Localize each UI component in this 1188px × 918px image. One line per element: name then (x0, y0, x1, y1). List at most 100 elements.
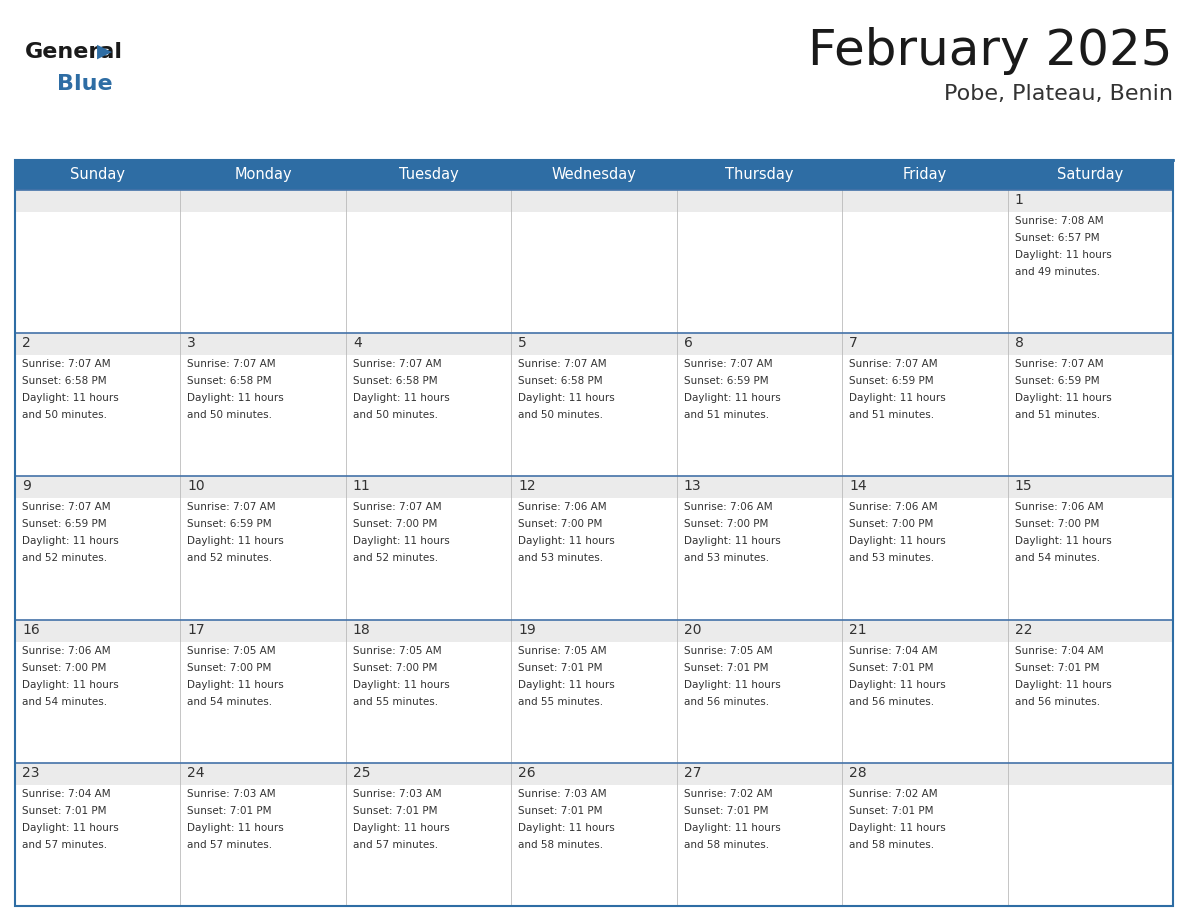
Text: and 53 minutes.: and 53 minutes. (684, 554, 769, 564)
Text: Sunrise: 7:04 AM: Sunrise: 7:04 AM (849, 645, 937, 655)
Text: Friday: Friday (903, 167, 947, 183)
Bar (346, 476, 511, 498)
Text: Sunset: 7:01 PM: Sunset: 7:01 PM (684, 663, 769, 673)
Bar (842, 763, 1007, 785)
Text: and 55 minutes.: and 55 minutes. (353, 697, 438, 707)
Text: and 50 minutes.: and 50 minutes. (23, 410, 107, 420)
Bar (181, 333, 346, 355)
Text: and 54 minutes.: and 54 minutes. (23, 697, 107, 707)
Bar (15, 160, 1173, 190)
Text: Sunset: 7:01 PM: Sunset: 7:01 PM (188, 806, 272, 816)
Text: Sunset: 7:01 PM: Sunset: 7:01 PM (684, 806, 769, 816)
Bar (346, 333, 511, 476)
Bar (15, 476, 181, 498)
Text: Sunrise: 7:05 AM: Sunrise: 7:05 AM (518, 645, 607, 655)
Bar (842, 190, 1007, 333)
Text: 9: 9 (23, 479, 31, 493)
Text: and 58 minutes.: and 58 minutes. (849, 840, 934, 850)
Bar (15, 333, 181, 355)
Text: Sunset: 7:00 PM: Sunset: 7:00 PM (353, 520, 437, 530)
Text: Daylight: 11 hours: Daylight: 11 hours (353, 679, 449, 689)
Bar (842, 476, 1007, 498)
Bar (842, 763, 1007, 906)
Text: and 52 minutes.: and 52 minutes. (188, 554, 272, 564)
Text: 3: 3 (188, 336, 196, 350)
Bar (181, 190, 346, 212)
Bar (511, 190, 677, 212)
Text: Daylight: 11 hours: Daylight: 11 hours (849, 393, 946, 403)
Text: Sunrise: 7:07 AM: Sunrise: 7:07 AM (23, 502, 110, 512)
Text: 13: 13 (684, 479, 701, 493)
Text: Sunset: 7:00 PM: Sunset: 7:00 PM (849, 520, 934, 530)
Text: Sunrise: 7:04 AM: Sunrise: 7:04 AM (23, 789, 110, 799)
Text: Daylight: 11 hours: Daylight: 11 hours (518, 536, 615, 546)
Bar (511, 476, 677, 620)
Text: 28: 28 (849, 766, 867, 779)
Bar (842, 190, 1007, 212)
Bar (1007, 620, 1173, 763)
Text: Sunset: 7:00 PM: Sunset: 7:00 PM (1015, 520, 1099, 530)
Text: Sunrise: 7:06 AM: Sunrise: 7:06 AM (849, 502, 937, 512)
Text: and 52 minutes.: and 52 minutes. (353, 554, 438, 564)
Bar (15, 190, 181, 333)
Text: and 57 minutes.: and 57 minutes. (23, 840, 107, 850)
Text: and 50 minutes.: and 50 minutes. (518, 410, 604, 420)
Text: Daylight: 11 hours: Daylight: 11 hours (353, 393, 449, 403)
Text: Sunrise: 7:03 AM: Sunrise: 7:03 AM (353, 789, 442, 799)
Bar (346, 763, 511, 906)
Text: Sunrise: 7:08 AM: Sunrise: 7:08 AM (1015, 216, 1104, 226)
Text: and 51 minutes.: and 51 minutes. (1015, 410, 1100, 420)
Bar (1007, 333, 1173, 355)
Bar (677, 620, 842, 763)
Text: 15: 15 (1015, 479, 1032, 493)
Bar (511, 333, 677, 476)
Bar (181, 620, 346, 763)
Text: Sunset: 6:57 PM: Sunset: 6:57 PM (1015, 233, 1099, 243)
Text: Daylight: 11 hours: Daylight: 11 hours (1015, 393, 1111, 403)
Text: Sunrise: 7:03 AM: Sunrise: 7:03 AM (518, 789, 607, 799)
Text: 14: 14 (849, 479, 867, 493)
Text: Daylight: 11 hours: Daylight: 11 hours (684, 823, 781, 833)
Bar (346, 190, 511, 333)
Text: Sunset: 6:58 PM: Sunset: 6:58 PM (353, 376, 437, 386)
Bar (677, 333, 842, 355)
Text: Sunset: 6:58 PM: Sunset: 6:58 PM (188, 376, 272, 386)
Text: and 56 minutes.: and 56 minutes. (849, 697, 934, 707)
Text: Tuesday: Tuesday (399, 167, 459, 183)
Text: Sunrise: 7:05 AM: Sunrise: 7:05 AM (684, 645, 772, 655)
Text: 24: 24 (188, 766, 204, 779)
Text: Daylight: 11 hours: Daylight: 11 hours (518, 823, 615, 833)
Bar (1007, 333, 1173, 476)
Text: Monday: Monday (234, 167, 292, 183)
Text: Sunrise: 7:07 AM: Sunrise: 7:07 AM (188, 359, 276, 369)
Bar (15, 476, 181, 620)
Text: and 53 minutes.: and 53 minutes. (518, 554, 604, 564)
Bar (842, 476, 1007, 620)
Text: Daylight: 11 hours: Daylight: 11 hours (188, 536, 284, 546)
Text: Sunrise: 7:06 AM: Sunrise: 7:06 AM (684, 502, 772, 512)
Bar (346, 620, 511, 642)
Text: Sunrise: 7:07 AM: Sunrise: 7:07 AM (353, 502, 442, 512)
Bar (511, 763, 677, 906)
Text: and 57 minutes.: and 57 minutes. (188, 840, 272, 850)
Text: Sunrise: 7:07 AM: Sunrise: 7:07 AM (353, 359, 442, 369)
Text: 27: 27 (684, 766, 701, 779)
Bar (677, 763, 842, 785)
Text: 20: 20 (684, 622, 701, 636)
Text: Daylight: 11 hours: Daylight: 11 hours (23, 679, 119, 689)
Text: 19: 19 (518, 622, 536, 636)
Text: Sunday: Sunday (70, 167, 125, 183)
Text: 22: 22 (1015, 622, 1032, 636)
Bar (181, 620, 346, 642)
Bar (1007, 620, 1173, 642)
Text: Sunset: 7:01 PM: Sunset: 7:01 PM (23, 806, 107, 816)
Text: 16: 16 (23, 622, 39, 636)
Text: Sunrise: 7:07 AM: Sunrise: 7:07 AM (518, 359, 607, 369)
Text: 6: 6 (684, 336, 693, 350)
Text: Daylight: 11 hours: Daylight: 11 hours (684, 679, 781, 689)
Text: Sunset: 7:00 PM: Sunset: 7:00 PM (188, 663, 272, 673)
Text: Sunset: 7:01 PM: Sunset: 7:01 PM (1015, 663, 1099, 673)
Text: Sunset: 7:01 PM: Sunset: 7:01 PM (518, 806, 602, 816)
Bar (842, 620, 1007, 763)
Text: Daylight: 11 hours: Daylight: 11 hours (518, 679, 615, 689)
